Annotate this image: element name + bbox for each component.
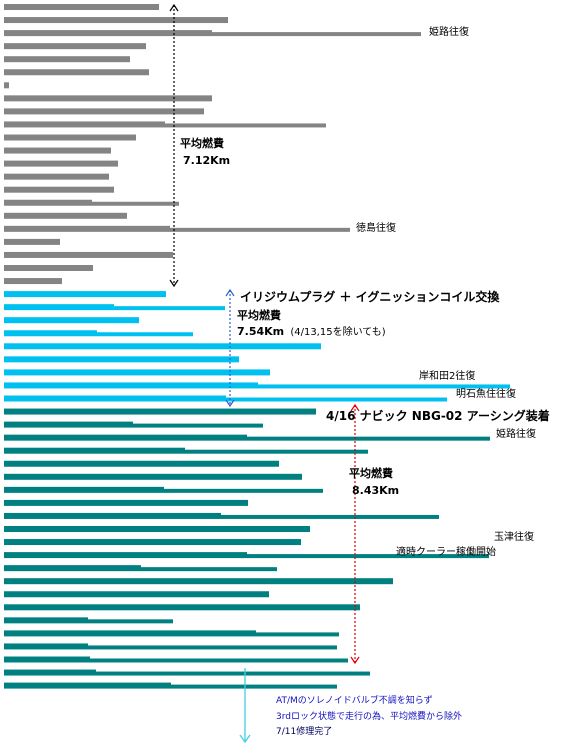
bar-phase3-11-b (4, 541, 301, 546)
bar-phase1-4-b (4, 45, 146, 50)
avg-title-phase2: 平均燃費 (237, 309, 281, 322)
bar-phase1-8-b (4, 97, 212, 102)
bar-phase2-1-b (4, 293, 166, 298)
bar-phase3-9-b (4, 514, 439, 519)
note-phase2-kishiwada: 岸和田2往復 (419, 371, 476, 382)
bar-phase2-7-b (4, 371, 270, 376)
bar-phase2-3-b (4, 319, 139, 324)
note-phase3-cooler: 適時クーラー稼働開始 (396, 547, 496, 558)
bar-phase1-17-b (4, 214, 127, 219)
note-phase1-himeji: 姫路往復 (429, 27, 469, 38)
bar-phase2-5-b (4, 345, 321, 350)
avg-range-arrow-phase3-head (350, 403, 360, 412)
bar-phase3-2-b (4, 423, 263, 428)
bar-phase1-5-b (4, 58, 130, 63)
bar-phase3-16-b (4, 606, 360, 611)
bar-phase1-15-b (4, 188, 114, 193)
bar-phase1-9-b (4, 110, 204, 115)
bar-phase1-10-b (4, 123, 326, 128)
bar-phase3-5-b (4, 462, 279, 467)
bar-phase1-13-b (4, 162, 118, 167)
note-phase3-himeji: 姫路往復 (496, 429, 536, 440)
bar-phase3-17-b (4, 619, 173, 624)
bar-phase1-2-b (4, 19, 228, 24)
bar-phase1-6-b (4, 71, 149, 76)
bar-phase3-18-b (4, 632, 339, 637)
bar-phase3-20-b (4, 658, 348, 663)
bar-phase3-4-b (4, 449, 368, 454)
bar-phase2-4-b (4, 332, 193, 337)
bar-phase1-12-b (4, 149, 111, 154)
bar-phase3-15-b (4, 593, 269, 598)
bar-phase1-18-b (4, 227, 350, 232)
bar-phase1-1-b (4, 6, 159, 10)
bar-phase3-7-b (4, 488, 323, 493)
bar-phase3-6-b (4, 475, 302, 480)
footnote-line-1: AT/Mのソレノイドバルブ不調を知らず (276, 696, 433, 706)
event-phase2: イリジウムプラグ ＋ イグニッションコイル交換 (240, 290, 500, 304)
avg-value-phase1: 7.12Km (183, 154, 231, 167)
bar-phase1-11-b (4, 136, 136, 141)
bar-phase3-1-b (4, 410, 316, 415)
bar-phase1-7-b (4, 84, 9, 89)
note-phase2-akashi: 明石魚住往復 (456, 389, 516, 400)
avg-range-arrow-phase1-head (169, 3, 179, 12)
bar-phase3-14-b (4, 580, 393, 585)
bar-phase1-21-b (4, 267, 93, 271)
bar-phase3-3-b (4, 436, 490, 441)
note-phase1-tokushima: 徳島往復 (356, 223, 396, 234)
bar-phase3-21-b (4, 671, 370, 676)
avg-value-phase2-value: 7.54Km (237, 325, 285, 338)
bar-phase3-10-b (4, 528, 310, 532)
bar-phase2-2-b (4, 306, 225, 311)
footnote-line-3: 7/11修理完了 (276, 727, 333, 737)
avg-range-arrow-phase2-head (225, 288, 235, 297)
avg-range-arrow-phase3-head (350, 656, 360, 665)
bar-phase1-19-b (4, 240, 60, 245)
bar-phase1-20-b (4, 253, 173, 258)
note-phase3-tamatsu: 玉津往復 (494, 532, 534, 543)
event-phase3: 4/16 ナビック NBG-02 アーシング装着 (326, 409, 550, 423)
avg-value-phase3: 8.43Km (352, 484, 400, 497)
avg-title-phase1: 平均燃費 (180, 137, 224, 150)
footnote-line-2: 3rdロック状態で走行の為、平均燃費から除外 (276, 712, 462, 722)
bar-phase2-6-b (4, 358, 239, 363)
avg-title-phase3: 平均燃費 (349, 467, 393, 480)
bar-phase1-22-b (4, 280, 62, 285)
bar-phase3-12-b (4, 554, 489, 559)
bars-group (4, 4, 510, 689)
bar-phase3-19-b (4, 645, 337, 650)
bar-phase2-9-b (4, 397, 447, 402)
bar-phase3-22-b (4, 684, 337, 689)
bar-phase3-13-b (4, 567, 277, 572)
avg-value-phase2: 7.54Km (4/13,15を除いても) (237, 326, 386, 339)
arrows-group (169, 3, 360, 744)
avg-range-arrow-phase1-head (169, 279, 179, 288)
avg-range-arrow-phase2-head (225, 399, 235, 408)
bar-phase2-8-b (4, 384, 510, 389)
bar-phase3-8-b (4, 501, 248, 506)
avg-note-phase2: (4/13,15を除いても) (290, 327, 386, 338)
bar-phase1-14-b (4, 175, 109, 180)
bar-phase1-3-b (4, 32, 421, 37)
excluded-period-arrow-head (239, 734, 251, 744)
bar-phase1-16-b (4, 201, 179, 206)
